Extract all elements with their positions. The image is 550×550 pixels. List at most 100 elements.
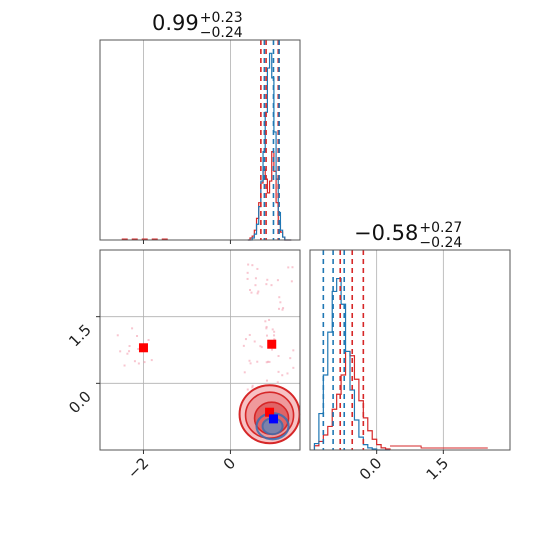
scatter-point xyxy=(248,359,251,362)
scatter-point xyxy=(249,288,252,291)
truth-marker xyxy=(268,414,278,424)
scatter-point xyxy=(290,280,293,283)
scatter-point xyxy=(292,366,295,369)
scatter-point xyxy=(251,384,254,387)
scatter-point xyxy=(268,360,271,363)
scatter-point xyxy=(273,330,276,333)
scatter-point xyxy=(143,361,146,364)
scatter-point xyxy=(277,355,280,358)
panel-frame xyxy=(309,249,511,451)
scatter-point xyxy=(248,333,251,336)
scatter-point xyxy=(250,291,253,294)
scatter-point xyxy=(147,338,150,341)
title-param1: 0.99 +0.23 −0.24 xyxy=(152,10,243,41)
scatter-point xyxy=(268,318,271,321)
scatter-point xyxy=(279,301,282,304)
x-tick-label-param2: 1.5 xyxy=(423,454,453,484)
scatter-point xyxy=(273,334,276,337)
scatter-point xyxy=(126,352,129,355)
scatter-point xyxy=(254,277,257,280)
scatter-point xyxy=(119,350,122,353)
scatter-point xyxy=(270,284,273,287)
scatter-point xyxy=(246,277,249,280)
scatter-point xyxy=(256,360,259,363)
x-tick-label-param1: −2 xyxy=(124,454,152,482)
scatter-point xyxy=(259,345,262,348)
scatter-point xyxy=(271,328,274,331)
scatter-point xyxy=(128,350,131,353)
scatter-point xyxy=(257,290,260,293)
scatter-point xyxy=(251,386,254,389)
scatter-point xyxy=(276,381,279,384)
hist-param2-blue xyxy=(313,277,390,451)
scatter-point xyxy=(128,345,131,348)
hist-param2-red xyxy=(313,350,391,450)
square-marker xyxy=(138,343,148,353)
scatter-point xyxy=(116,334,119,337)
scatter-point xyxy=(256,267,259,270)
y-tick-label-param2: 1.5 xyxy=(65,321,95,351)
scatter-point xyxy=(137,347,140,350)
title-param1-upper: +0.23 xyxy=(200,10,243,26)
scatter-point xyxy=(123,364,126,367)
scatter-point xyxy=(133,360,136,363)
scatter-point xyxy=(265,325,268,328)
scatter-point xyxy=(264,320,267,323)
title-param1-median: 0.99 xyxy=(152,11,199,35)
scatter-point xyxy=(136,335,139,338)
title-param2-upper: +0.27 xyxy=(419,220,462,236)
scatter-point xyxy=(266,278,269,281)
scatter-point xyxy=(256,292,259,295)
title-param2: −0.58 +0.27 −0.24 xyxy=(354,220,462,251)
scatter-point xyxy=(277,370,280,373)
scatter-point xyxy=(260,346,263,349)
histogram-param1-panel xyxy=(99,39,301,244)
scatter-point xyxy=(286,372,289,375)
scatter-point xyxy=(281,308,284,311)
scatter-point xyxy=(246,388,249,391)
scatter-point xyxy=(247,263,250,266)
scatter-point xyxy=(281,374,284,377)
title-param1-lower: −0.24 xyxy=(200,25,243,41)
title-param2-median: −0.58 xyxy=(354,221,418,245)
panel-frame xyxy=(99,249,301,451)
scatter-point xyxy=(243,371,246,374)
square-marker xyxy=(265,407,275,417)
scatter-point xyxy=(292,349,295,352)
scatter-point xyxy=(251,264,254,267)
scatter-point xyxy=(265,361,268,364)
scatter-point xyxy=(254,284,257,287)
scatter-point xyxy=(150,359,153,362)
scatter-point xyxy=(282,307,285,310)
scatter-point xyxy=(291,266,294,269)
scatter-point xyxy=(246,271,249,274)
hist-param2-red-tail xyxy=(390,445,488,449)
scatter-point xyxy=(244,338,247,341)
hist-param1-blue xyxy=(247,52,292,241)
scatter-point xyxy=(271,348,274,351)
scatter-point xyxy=(265,283,268,286)
x-tick-label-param1: 0 xyxy=(220,454,239,473)
scatter-point xyxy=(137,362,140,365)
scatter-point xyxy=(278,307,281,310)
scatter-point xyxy=(287,266,290,269)
scatter-point xyxy=(289,357,292,360)
joint-density-panel xyxy=(99,249,301,451)
scatter-point xyxy=(265,379,268,382)
hist-param1-red xyxy=(247,150,292,241)
scatter-point xyxy=(265,327,268,330)
panel-frame xyxy=(99,39,301,241)
x-tick-label-param2: 0.0 xyxy=(356,454,386,484)
square-marker xyxy=(267,339,277,349)
scatter-point xyxy=(265,334,268,337)
scatter-point xyxy=(267,360,270,363)
histogram-param2-panel xyxy=(309,249,511,451)
scatter-point xyxy=(273,338,276,341)
scatter-point xyxy=(278,296,281,299)
title-param2-lower: −0.24 xyxy=(419,235,462,251)
scatter-point xyxy=(276,279,279,282)
scatter-point xyxy=(131,327,134,330)
scatter-point xyxy=(253,340,256,343)
scatter-point xyxy=(242,344,245,347)
